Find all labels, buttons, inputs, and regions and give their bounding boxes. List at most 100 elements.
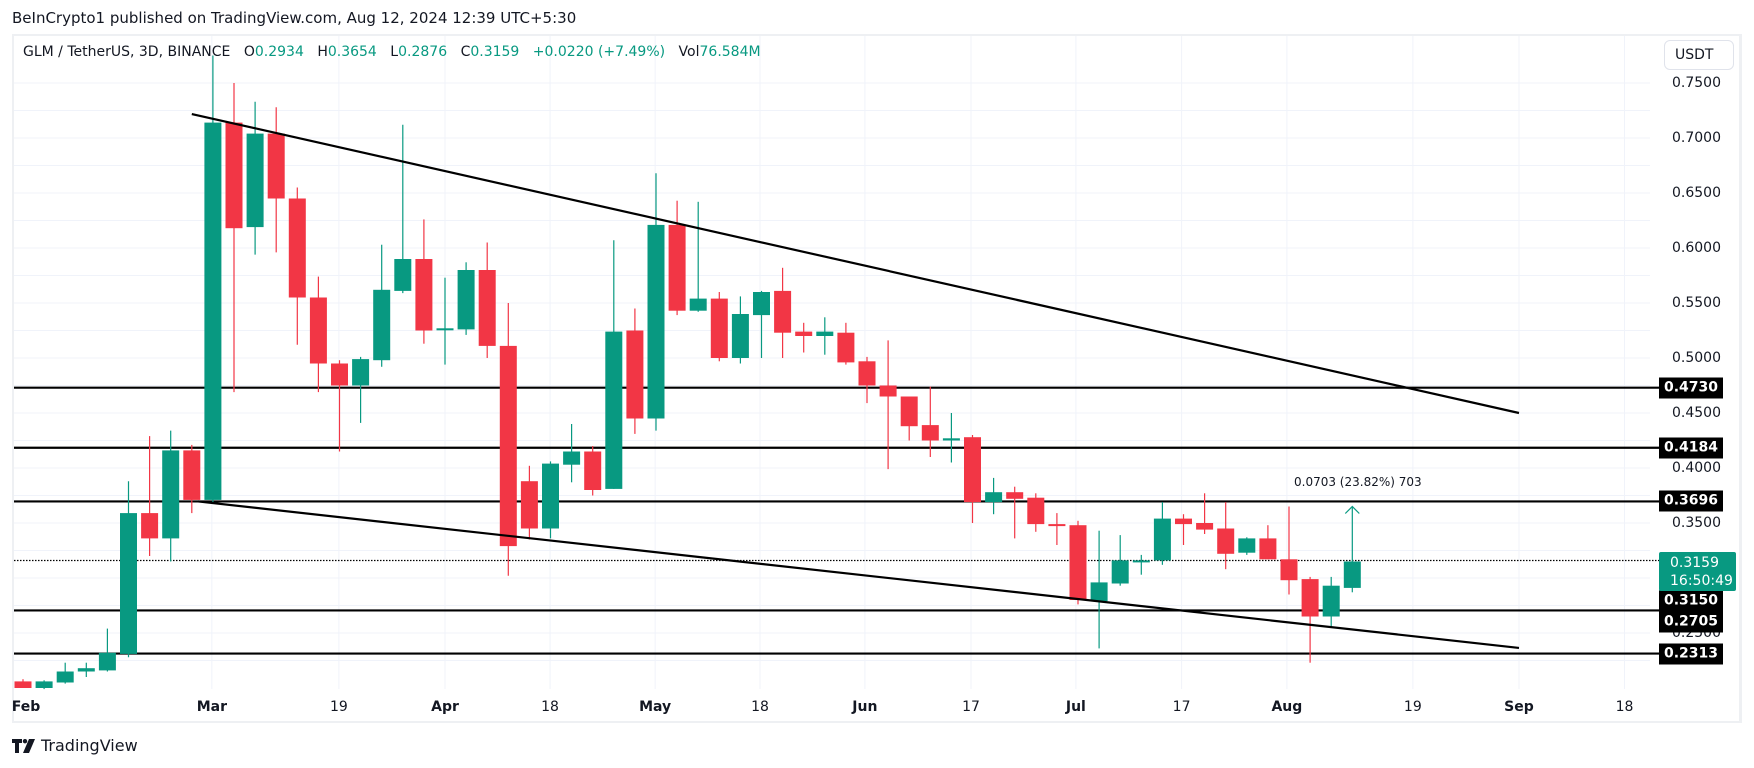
candle-body <box>605 331 623 489</box>
price-tick: 0.4000 <box>1672 460 1721 476</box>
candle-down <box>879 340 897 470</box>
currency-button[interactable]: USDT <box>1664 40 1734 70</box>
level-price-label: 0.4184 <box>1659 437 1724 459</box>
candle-down <box>267 107 285 253</box>
candle-up <box>1238 537 1256 555</box>
candle-up <box>162 430 180 562</box>
candle-up <box>373 244 391 367</box>
candle-up <box>816 317 834 355</box>
time-tick: Jul <box>1065 699 1086 715</box>
candle-down <box>668 200 686 316</box>
candle-down <box>900 396 918 441</box>
candle-up <box>605 240 623 489</box>
candle-body <box>837 332 855 363</box>
candle-up <box>436 277 454 365</box>
candle-body <box>964 437 981 503</box>
candle-down <box>478 242 496 358</box>
tradingview-logo[interactable]: TradingView <box>12 736 138 755</box>
candle-down <box>520 465 538 540</box>
candle-body <box>689 298 707 311</box>
candle-body <box>542 463 559 529</box>
candle-down <box>1196 493 1214 534</box>
candle-up <box>1090 530 1108 649</box>
candle-down <box>1175 514 1192 545</box>
level-price-label: 0.3696 <box>1659 490 1724 512</box>
candle-up <box>1132 554 1150 575</box>
candle-body <box>731 314 749 358</box>
trendlines <box>191 112 1520 650</box>
price-tick: 0.6500 <box>1672 185 1721 201</box>
candle-body <box>35 681 53 688</box>
candle-up <box>1322 576 1340 628</box>
level-price-label: 0.3150 <box>1659 590 1724 612</box>
candle-body <box>774 290 792 333</box>
candle-body <box>288 198 306 298</box>
candle-down <box>331 360 348 452</box>
candle-body <box>1238 538 1256 553</box>
candle-body <box>1090 582 1108 602</box>
candle-body <box>394 259 412 291</box>
candle-down <box>774 267 792 358</box>
candle-up <box>204 55 222 504</box>
volume-value: 76.584M <box>699 44 761 60</box>
level-price-label: 0.2705 <box>1659 611 1724 633</box>
close-label: C <box>460 44 471 60</box>
candle-down <box>14 679 32 688</box>
candle-body <box>1153 518 1171 561</box>
candle-up <box>753 290 770 358</box>
candle-body <box>858 361 876 386</box>
candle-down <box>309 276 327 393</box>
candle-down <box>1217 502 1235 570</box>
current-price-label: 0.3159 16:50:49 <box>1659 552 1736 591</box>
candle-down <box>1069 520 1087 605</box>
time-tick: Aug <box>1271 699 1303 715</box>
time-tick: Mar <box>196 699 227 715</box>
symbol-legend[interactable]: GLM / TetherUS, 3D, BINANCE O0.2934 H0.3… <box>23 44 761 60</box>
candle-down <box>499 303 517 576</box>
candle-body <box>1217 528 1235 554</box>
candle-body <box>183 450 201 500</box>
candle-up <box>98 628 116 672</box>
horizontal-levels <box>14 386 1659 655</box>
candle-body <box>584 451 602 490</box>
candle-body <box>795 331 813 336</box>
candle-body <box>120 513 137 654</box>
change-value: +0.0220 (+7.49%) <box>532 44 666 60</box>
level-price-label: 0.2313 <box>1659 643 1724 665</box>
price-tick: 0.6000 <box>1672 240 1721 256</box>
candle-down <box>921 386 939 457</box>
candle-body <box>1175 518 1192 525</box>
price-tick: 0.4500 <box>1672 405 1721 421</box>
candle-down <box>1301 576 1319 663</box>
candle-up <box>985 477 1003 515</box>
price-tick: 0.5500 <box>1672 295 1721 311</box>
candle-body <box>457 270 475 330</box>
candle-down <box>141 436 159 556</box>
symbol-name[interactable]: GLM / TetherUS, 3D, BINANCE <box>23 44 231 60</box>
time-tick: May <box>639 699 672 715</box>
grid <box>14 34 1742 723</box>
candle-body <box>626 330 644 419</box>
candle-body <box>1259 538 1277 560</box>
candle-up <box>689 201 707 312</box>
candle-down <box>288 187 306 345</box>
candle-down <box>626 308 644 434</box>
candle-body <box>668 224 686 311</box>
brand-name: TradingView <box>41 736 138 755</box>
candle-up <box>120 481 137 658</box>
time-tick: Jun <box>852 699 878 715</box>
candle-up <box>731 296 749 364</box>
candle-up <box>56 662 74 684</box>
candle-body <box>162 450 180 539</box>
candle-up <box>35 680 53 690</box>
candle-up <box>942 413 960 463</box>
time-tick: 17 <box>1172 699 1191 715</box>
level-price-label: 0.4730 <box>1659 377 1724 399</box>
candle-body <box>1280 559 1298 581</box>
candle-body <box>246 133 264 228</box>
candle-body <box>478 270 496 346</box>
measure-arrow-head-icon <box>1344 505 1360 514</box>
time-tick: Sep <box>1504 699 1534 715</box>
candle-body <box>1132 560 1150 563</box>
